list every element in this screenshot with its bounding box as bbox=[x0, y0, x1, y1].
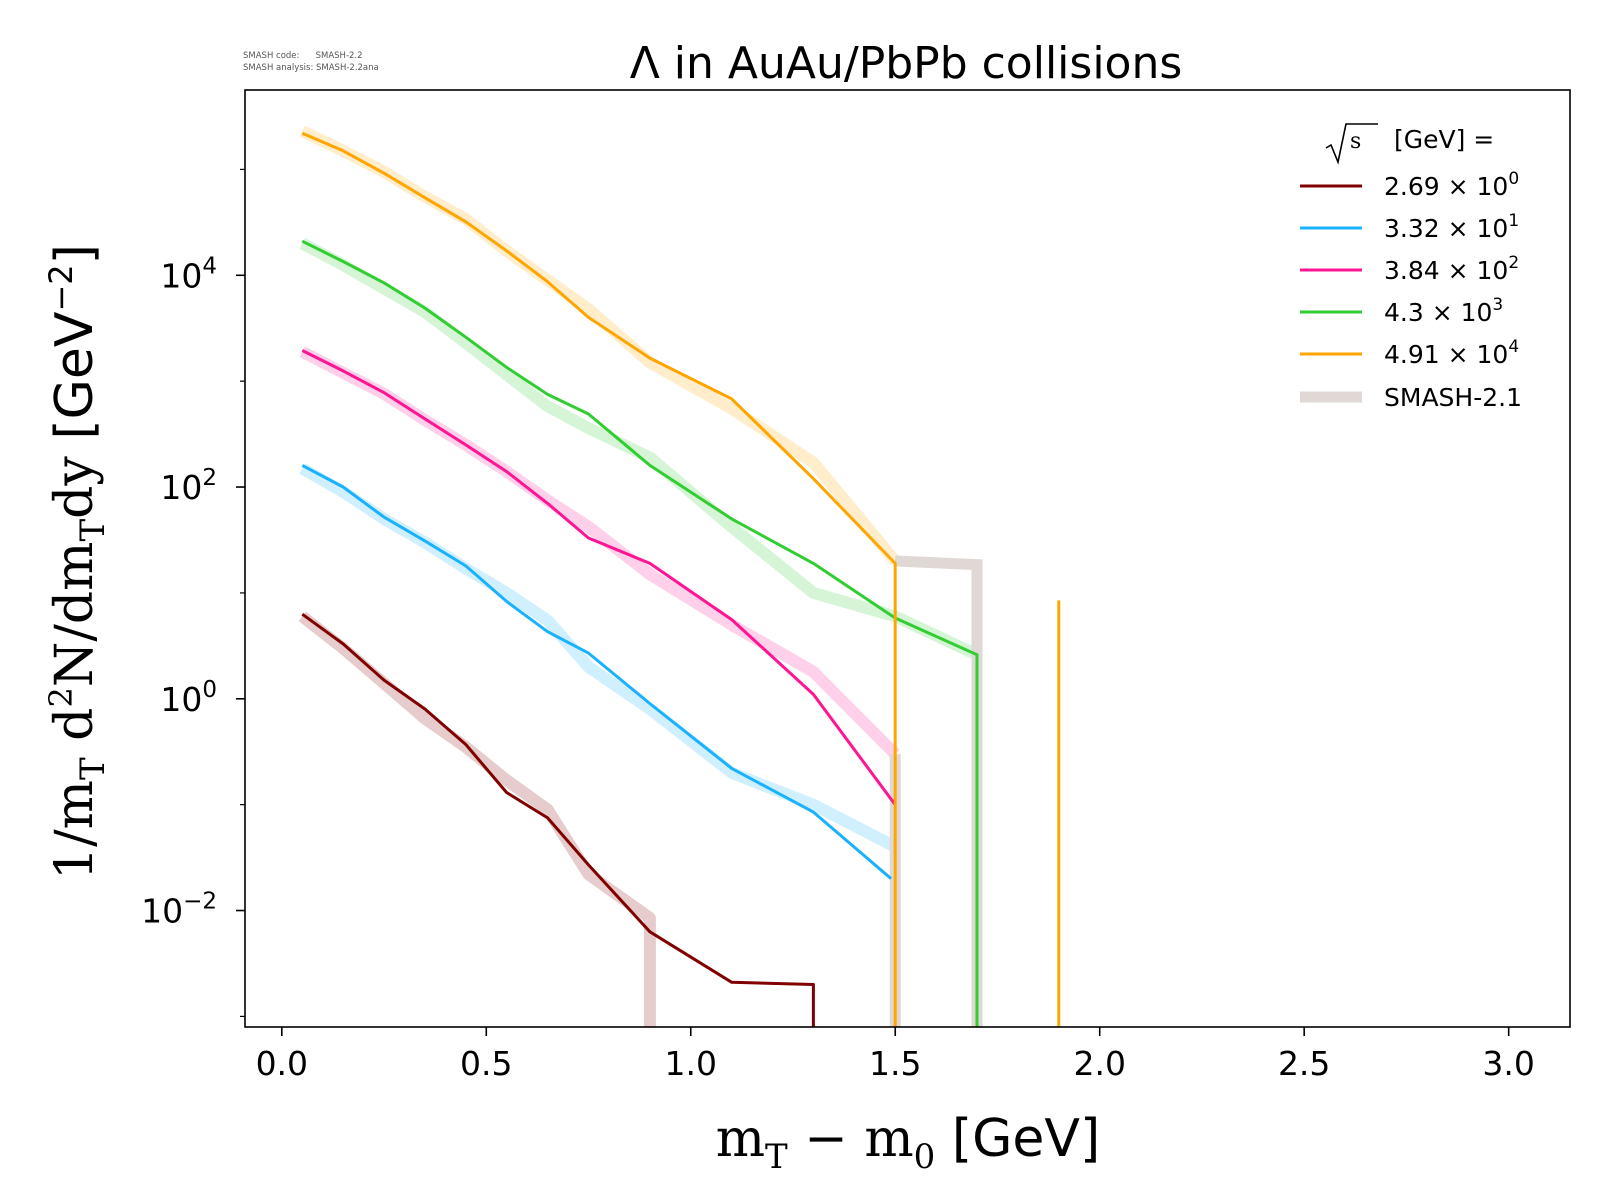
x-axis-label: mT − m0 [GeV] bbox=[716, 1109, 1101, 1177]
legend-label-4: 4.91 × 104 bbox=[1384, 337, 1519, 369]
legend-label-3: 4.3 × 103 bbox=[1384, 295, 1503, 327]
x-tick-label: 2.5 bbox=[1278, 1044, 1330, 1083]
series-line-3 bbox=[301, 239, 979, 1027]
legend-label-0: 2.69 × 100 bbox=[1384, 169, 1519, 201]
x-tick-label: 0.5 bbox=[460, 1044, 512, 1083]
meta-analysis-text: SMASH analysis: SMASH-2.2ana bbox=[243, 63, 379, 73]
y-tick-label: 10−2 bbox=[141, 889, 217, 931]
reference-series-layer bbox=[298, 125, 983, 1027]
legend-label-reference: SMASH-2.1 bbox=[1384, 383, 1522, 412]
x-tick-label: 3.0 bbox=[1482, 1044, 1534, 1083]
sqrt-symbol bbox=[1325, 123, 1378, 165]
legend-label-2: 3.84 × 102 bbox=[1384, 253, 1519, 285]
y-tick-label: 102 bbox=[160, 465, 217, 507]
series-layer bbox=[301, 131, 1061, 1027]
legend-entries: 2.69 × 100 3.32 × 101 3.84 × 102 4.3 × 103 4… bbox=[1300, 169, 1522, 412]
y-axis-label: 1/mT d2N/dmTdy [GeV−2] bbox=[42, 244, 113, 880]
plot-frame bbox=[244, 89, 1571, 1028]
legend-label-1: 3.32 × 101 bbox=[1384, 211, 1519, 243]
chart-title: Λ in AuAu/PbPb collisions bbox=[630, 38, 1183, 89]
legend-title: s [GeV] = bbox=[1325, 123, 1494, 165]
reference-band-4 bbox=[299, 125, 900, 565]
series-line-2 bbox=[301, 349, 897, 806]
y-axis-ticks: 104 102 100 10−2 bbox=[141, 168, 245, 1018]
meta-code-text: SMASH code: SMASH-2.2 bbox=[243, 51, 363, 61]
x-tick-label: 1.5 bbox=[869, 1044, 921, 1083]
legend: s [GeV] = 2.69 × 100 3.32 × 101 3.84 × 102… bbox=[1300, 123, 1522, 412]
reference-band-1 bbox=[299, 463, 898, 853]
x-tick-label: 1.0 bbox=[665, 1044, 717, 1083]
legend-title-s: s bbox=[1350, 129, 1361, 154]
x-tick-label: 0.0 bbox=[256, 1044, 308, 1083]
x-tick-label: 2.0 bbox=[1073, 1044, 1125, 1083]
y-tick-label: 104 bbox=[160, 253, 217, 295]
series-line-0 bbox=[301, 612, 815, 1027]
legend-title-unit: [GeV] = bbox=[1394, 125, 1494, 154]
reference-band-3 bbox=[299, 238, 980, 661]
series-line-4 bbox=[301, 131, 897, 1027]
y-tick-label: 100 bbox=[160, 677, 217, 719]
x-axis-ticks: 0.0 0.5 1.0 1.5 2.0 2.5 3.0 bbox=[256, 1027, 1535, 1083]
series-line-1 bbox=[301, 464, 893, 880]
